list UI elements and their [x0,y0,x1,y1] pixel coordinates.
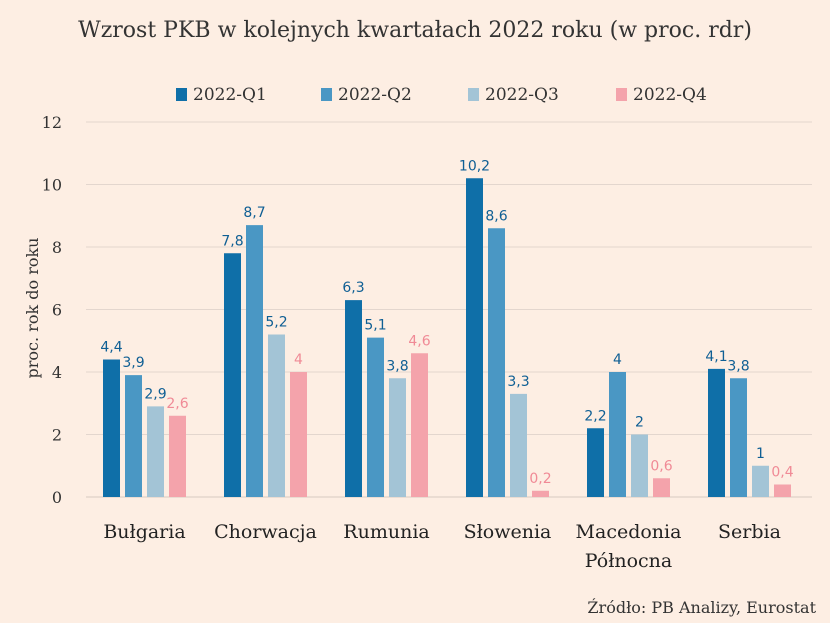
data-labels: 4,43,92,92,67,88,75,246,35,13,84,610,28,… [100,158,793,487]
data-label: 5,2 [265,315,287,331]
data-label: 4 [294,352,303,368]
bar-2022-Q1 [587,428,604,497]
data-label: 1 [756,446,765,462]
bar-2022-Q4 [169,415,186,497]
bar-2022-Q3 [752,465,769,497]
bar-2022-Q2 [609,372,626,497]
legend-label-2022-Q3: 2022-Q3 [485,85,559,105]
bar-2022-Q1 [103,359,120,497]
category-label: Słowenia [464,521,552,543]
y-tick-labels: 0 2 4 6 8 10 12 [42,113,62,507]
bar-2022-Q3 [631,434,648,497]
bar-2022-Q2 [367,337,384,497]
data-label: 8,6 [485,208,507,224]
bar-2022-Q4 [411,353,428,497]
category-label: Rumunia [343,521,429,543]
data-label: 4,1 [705,349,727,365]
bar-2022-Q3 [147,406,164,497]
data-label: 4 [613,352,622,368]
data-label: 4,6 [408,333,430,349]
source-note: Źródło: PB Analizy, Eurostat [587,598,816,617]
bars [103,178,791,497]
data-label: 5,1 [364,318,386,334]
bar-2022-Q1 [708,368,725,497]
data-label: 4,4 [100,340,122,356]
bar-2022-Q3 [389,378,406,497]
bar-2022-Q3 [268,334,285,497]
chart-title: Wzrost PKB w kolejnych kwartałach 2022 r… [78,18,752,43]
category-labels: Bułgaria Chorwacja Rumunia Słowenia Macedoni… [103,521,781,572]
bar-2022-Q1 [224,253,241,497]
data-label: 7,8 [221,233,243,249]
y-tick-label: 2 [52,426,62,445]
data-label: 3,3 [507,374,529,390]
legend-label-2022-Q2: 2022-Q2 [338,85,412,105]
legend-swatch-2022-Q1 [176,88,187,101]
category-label: Bułgaria [103,521,185,543]
bar-2022-Q4 [653,478,670,497]
bar-2022-Q4 [290,372,307,497]
data-label: 6,3 [342,280,364,296]
data-label: 10,2 [459,158,490,174]
data-label: 0,4 [771,465,793,481]
bar-2022-Q3 [510,393,527,497]
bar-2022-Q4 [532,490,549,497]
category-label: Północna [585,550,673,572]
legend-swatch-2022-Q2 [321,88,332,101]
data-label: 8,7 [243,205,265,221]
data-label: 0,2 [529,471,551,487]
data-label: 2,9 [144,386,166,402]
data-label: 3,9 [122,355,144,371]
gridlines [86,121,812,498]
data-label: 2 [635,415,644,431]
category-label: Macedonia [576,521,682,543]
data-label: 2,6 [166,396,188,412]
legend-label-2022-Q1: 2022-Q1 [193,85,267,105]
y-tick-label: 12 [42,113,62,132]
legend-swatch-2022-Q3 [468,88,479,101]
bar-2022-Q4 [774,484,791,497]
y-tick-label: 10 [42,176,62,195]
category-label: Serbia [718,521,781,543]
bar-2022-Q1 [466,178,483,497]
bar-2022-Q2 [488,228,505,497]
bar-2022-Q1 [345,300,362,497]
category-label: Chorwacja [214,521,317,543]
legend: 2022-Q1 2022-Q2 2022-Q3 2022-Q4 [176,85,707,105]
y-tick-label: 0 [52,488,62,507]
y-tick-label: 6 [52,301,62,320]
legend-swatch-2022-Q4 [616,88,627,101]
y-axis-label: proc. rok do roku [23,238,42,379]
data-label: 3,8 [727,358,749,374]
data-label: 0,6 [650,458,672,474]
bar-2022-Q2 [125,375,142,497]
bar-2022-Q2 [246,225,263,497]
y-tick-label: 4 [52,363,62,382]
data-label: 3,8 [386,358,408,374]
y-tick-label: 8 [52,238,62,257]
bar-2022-Q2 [730,378,747,497]
legend-label-2022-Q4: 2022-Q4 [633,85,707,105]
data-label: 2,2 [584,408,606,424]
